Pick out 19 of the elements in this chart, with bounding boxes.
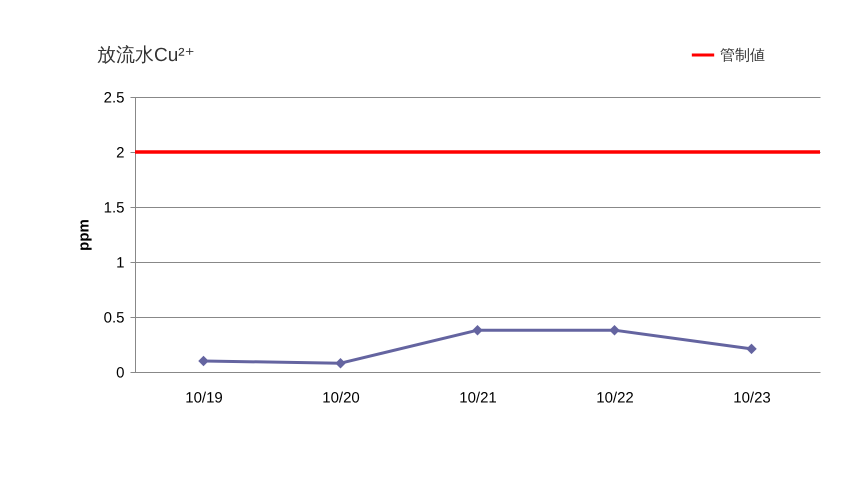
x-tick-label: 10/19 bbox=[185, 390, 223, 406]
y-tick-label: 1 bbox=[116, 254, 124, 272]
point bbox=[198, 356, 209, 366]
x-tick-label: 10/23 bbox=[733, 390, 771, 406]
point bbox=[335, 358, 346, 368]
point bbox=[746, 344, 757, 354]
x-tick-label: 10/22 bbox=[596, 390, 634, 406]
y-tick-label: 2 bbox=[116, 144, 124, 162]
x-tick-label: 10/20 bbox=[322, 390, 360, 406]
chart-title: 放流水Cu²⁺ bbox=[97, 44, 195, 66]
y-tick-label: 1.5 bbox=[104, 200, 124, 216]
legend-label: 管制値 bbox=[720, 47, 765, 64]
y-tick-label: 0.5 bbox=[104, 310, 124, 326]
y-tick-label: 0 bbox=[116, 364, 124, 382]
point bbox=[609, 324, 620, 336]
y-axis-title: ppm bbox=[76, 219, 93, 251]
x-tick-label: 10/21 bbox=[459, 390, 497, 406]
y-tick-label: 2.5 bbox=[104, 90, 124, 106]
point bbox=[472, 324, 483, 336]
